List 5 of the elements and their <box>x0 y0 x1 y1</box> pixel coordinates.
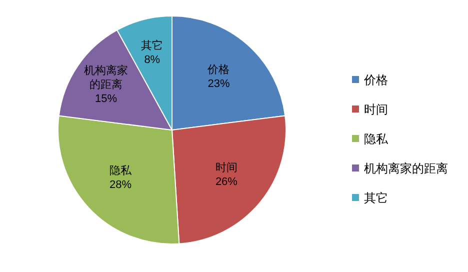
legend-label: 机构离家的距离 <box>364 162 448 176</box>
legend-label: 隐私 <box>364 132 389 146</box>
legend-label: 其它 <box>364 191 388 205</box>
legend-label: 时间 <box>364 102 388 116</box>
legend-label: 价格 <box>363 73 388 87</box>
